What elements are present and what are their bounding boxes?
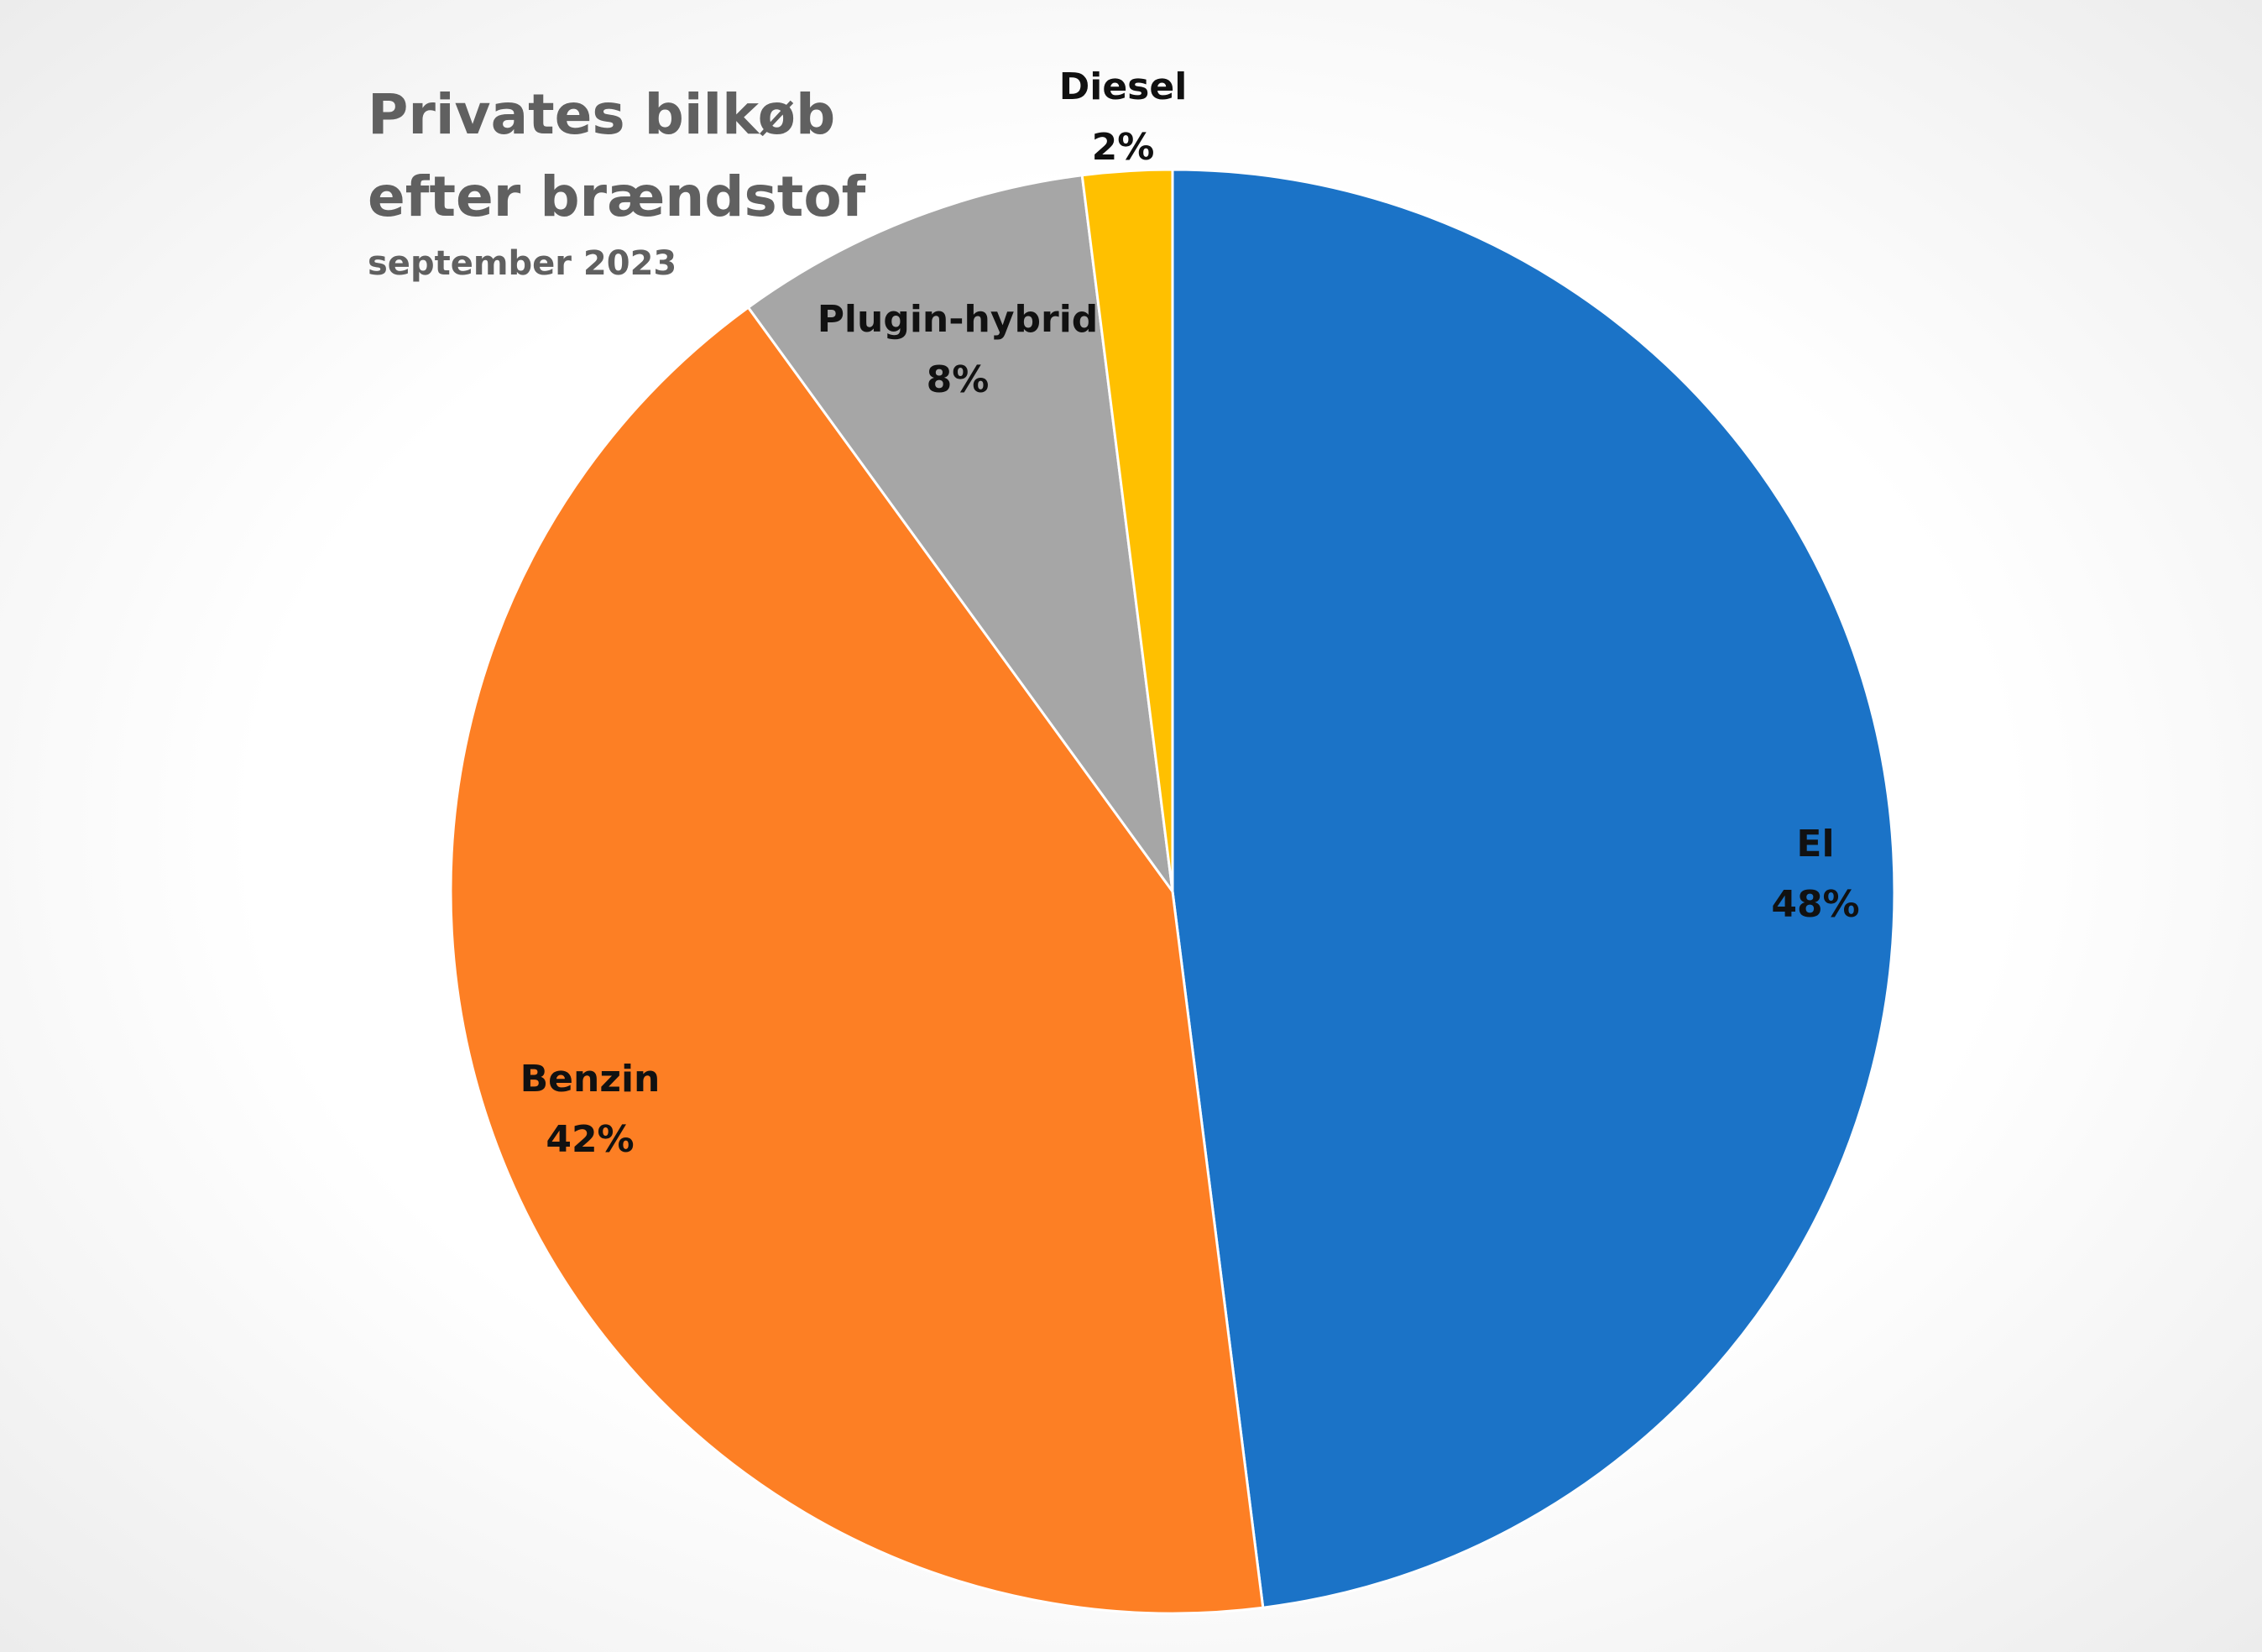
pie-slice-diesel (1080, 168, 1174, 892)
chart-subtitle: september 2023 (368, 244, 677, 283)
pie-slice-plugin-hybrid (746, 174, 1174, 892)
slice-value-el: 48% (1771, 883, 1859, 926)
slice-label-el: El (1796, 823, 1834, 865)
pie-slice-el (1171, 168, 1896, 1609)
slice-value-diesel: 2% (1092, 126, 1155, 169)
pie-labels: El 48% Benzin 42% Plugin-hybrid 8% Diesel 2% (520, 65, 1860, 1161)
slice-label-plugin-hybrid: Plugin-hybrid (818, 298, 1099, 341)
chart-title-line-1: Privates bilkøb (368, 82, 836, 147)
slice-value-plugin-hybrid: 8% (927, 358, 990, 401)
slice-label-benzin: Benzin (520, 1058, 661, 1100)
chart-title-line-2: efter brændstof (368, 165, 866, 229)
pie-slices (449, 168, 1896, 1615)
slice-value-benzin: 42% (546, 1118, 634, 1161)
pie-slice-benzin (449, 306, 1265, 1615)
slice-label-diesel: Diesel (1059, 65, 1188, 108)
chart-title-block: Privates bilkøb efter brændstof septembe… (368, 74, 865, 287)
